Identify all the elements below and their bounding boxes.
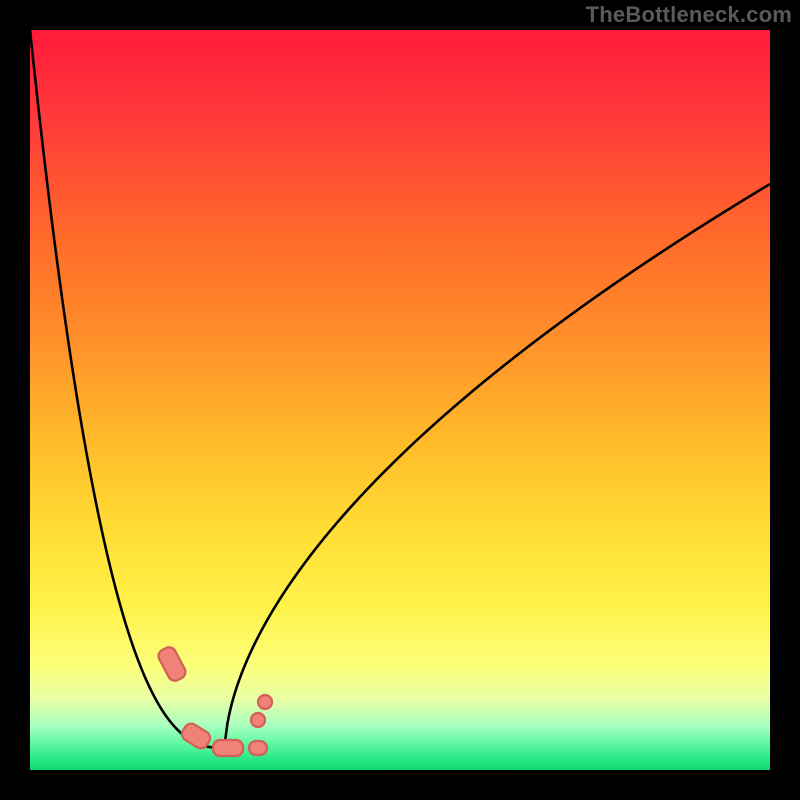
heat-gradient-bg	[30, 30, 770, 770]
data-marker	[251, 713, 265, 727]
data-marker	[258, 695, 272, 709]
data-marker	[213, 740, 243, 756]
bottleneck-curve-svg	[0, 0, 800, 800]
bottleneck-chart: TheBottleneck.com	[0, 0, 800, 800]
data-marker	[249, 741, 267, 755]
